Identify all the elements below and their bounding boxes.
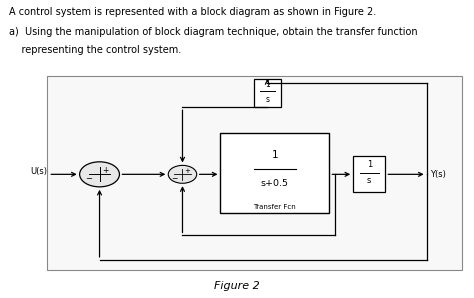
Text: Transfer Fcn: Transfer Fcn xyxy=(254,204,296,209)
Text: U(s): U(s) xyxy=(30,167,47,176)
Text: a)  Using the manipulation of block diagram technique, obtain the transfer funct: a) Using the manipulation of block diagr… xyxy=(9,27,417,37)
Text: 1: 1 xyxy=(265,80,270,89)
Text: Y(s): Y(s) xyxy=(430,170,446,179)
Text: A control system is represented with a block diagram as shown in Figure 2.: A control system is represented with a b… xyxy=(9,7,376,18)
Text: 1: 1 xyxy=(272,150,278,160)
Text: 1: 1 xyxy=(366,160,372,169)
Text: +: + xyxy=(184,168,190,174)
Text: s: s xyxy=(265,94,269,104)
Text: −: − xyxy=(85,175,91,184)
Bar xyxy=(47,76,462,270)
Bar xyxy=(254,79,281,107)
Text: s: s xyxy=(367,176,372,185)
Circle shape xyxy=(168,165,197,183)
Circle shape xyxy=(80,162,119,187)
Text: Figure 2: Figure 2 xyxy=(214,281,260,291)
Bar xyxy=(353,156,385,192)
Text: representing the control system.: representing the control system. xyxy=(9,45,181,55)
Text: −: − xyxy=(171,174,177,183)
Text: s+0.5: s+0.5 xyxy=(261,179,289,188)
Bar xyxy=(220,133,329,213)
Text: +: + xyxy=(102,166,109,175)
